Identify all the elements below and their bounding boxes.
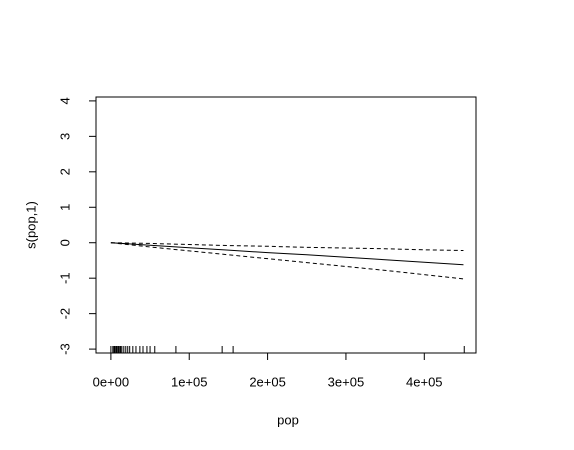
- series-line: [110, 242, 464, 252]
- x-tick-label: 3e+05: [328, 374, 365, 389]
- y-tick-label: 3: [57, 133, 72, 140]
- y-tick-label: 2: [57, 168, 72, 175]
- plot-frame: [95, 96, 477, 354]
- x-tick-label: 1e+05: [171, 374, 208, 389]
- series-line: [110, 242, 464, 266]
- x-tick-label: 0e+00: [93, 374, 130, 389]
- y-tick-label: -2: [57, 308, 72, 320]
- x-tick-label: 4e+05: [406, 374, 443, 389]
- y-axis-label: s(pop,1): [23, 201, 38, 249]
- x-tick-label: 2e+05: [249, 374, 286, 389]
- x-axis-label: pop: [277, 412, 299, 427]
- y-tick-label: 1: [57, 204, 72, 211]
- y-tick-label: 0: [57, 239, 72, 246]
- series-line: [110, 242, 464, 280]
- y-tick-label: -3: [57, 343, 72, 355]
- y-tick-label: -1: [57, 272, 72, 284]
- y-tick-label: 4: [57, 97, 72, 104]
